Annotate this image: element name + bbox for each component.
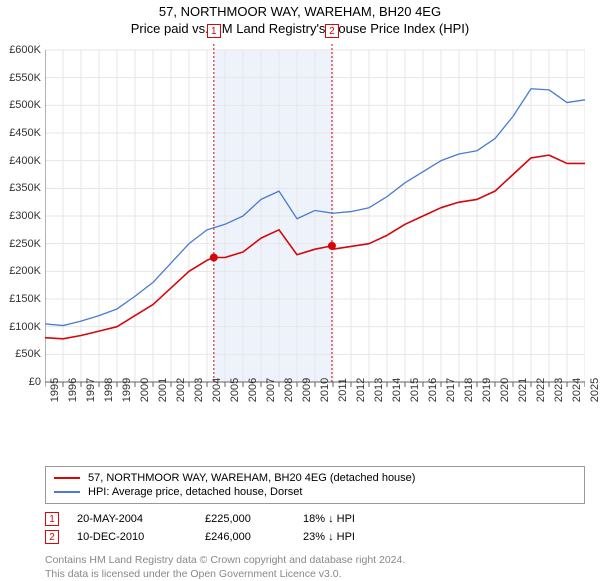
y-tick-label: £50K <box>15 348 41 360</box>
y-tick-label: £100K <box>9 321 41 333</box>
sales-table: 1 20-MAY-2004 £225,000 18% ↓ HPI 2 10-DEC-201… <box>45 510 585 546</box>
chart-title: 57, NORTHMOOR WAY, WAREHAM, BH20 4EG <box>0 0 600 19</box>
x-tick-label: 2021 <box>517 378 529 402</box>
x-tick-label: 2019 <box>481 378 493 402</box>
x-tick-label: 2003 <box>193 378 205 402</box>
sale-price: £246,000 <box>205 531 285 543</box>
sale-row: 2 10-DEC-2010 £246,000 23% ↓ HPI <box>45 528 585 546</box>
legend-label: 57, NORTHMOOR WAY, WAREHAM, BH20 4EG (de… <box>88 472 415 484</box>
chart-subtitle: Price paid vs. HM Land Registry's House … <box>0 19 600 42</box>
x-tick-label: 2002 <box>175 378 187 402</box>
sale-badge: 1 <box>45 512 59 526</box>
x-tick-label: 1995 <box>49 378 61 402</box>
chart-area: £0£50K£100K£150K£200K£250K£300K£350K£400… <box>45 42 585 422</box>
y-tick-label: £400K <box>9 155 41 167</box>
sale-row: 1 20-MAY-2004 £225,000 18% ↓ HPI <box>45 510 585 528</box>
y-tick-label: £200K <box>9 265 41 277</box>
y-tick-label: £450K <box>9 127 41 139</box>
y-tick-label: £350K <box>9 182 41 194</box>
x-tick-label: 2015 <box>409 378 421 402</box>
legend-label: HPI: Average price, detached house, Dors… <box>88 486 302 498</box>
y-tick-label: £600K <box>9 44 41 56</box>
sale-delta: 23% ↓ HPI <box>303 531 355 543</box>
x-tick-label: 2010 <box>319 378 331 402</box>
x-tick-label: 2014 <box>391 378 403 402</box>
sale-delta: 18% ↓ HPI <box>303 513 355 525</box>
x-tick-label: 2013 <box>373 378 385 402</box>
x-tick-label: 1997 <box>85 378 97 402</box>
x-tick-label: 2012 <box>355 378 367 402</box>
x-tick-label: 2017 <box>445 378 457 402</box>
legend-item: 57, NORTHMOOR WAY, WAREHAM, BH20 4EG (de… <box>54 471 576 485</box>
x-tick-label: 2023 <box>553 378 565 402</box>
x-tick-label: 2020 <box>499 378 511 402</box>
x-tick-label: 2025 <box>589 378 600 402</box>
x-tick-label: 2022 <box>535 378 547 402</box>
sale-marker-badge: 1 <box>207 24 221 38</box>
x-tick-label: 2007 <box>265 378 277 402</box>
x-tick-label: 2004 <box>211 378 223 402</box>
y-tick-label: £250K <box>9 238 41 250</box>
sale-date: 20-MAY-2004 <box>77 513 187 525</box>
y-tick-label: £500K <box>9 99 41 111</box>
y-tick-label: £0 <box>29 376 41 388</box>
copyright-line2: This data is licensed under the Open Gov… <box>45 568 585 581</box>
sale-marker-badge: 2 <box>325 24 339 38</box>
legend-swatch <box>54 491 80 493</box>
copyright-line1: Contains HM Land Registry data © Crown c… <box>45 554 585 568</box>
legend-item: HPI: Average price, detached house, Dors… <box>54 485 576 499</box>
x-tick-label: 2005 <box>229 378 241 402</box>
copyright: Contains HM Land Registry data © Crown c… <box>45 554 585 581</box>
x-tick-label: 2006 <box>247 378 259 402</box>
line-chart-svg <box>45 42 585 422</box>
legend-swatch <box>54 477 80 479</box>
x-tick-label: 2024 <box>571 378 583 402</box>
x-tick-label: 1996 <box>67 378 79 402</box>
x-tick-label: 2011 <box>337 378 349 402</box>
y-tick-label: £300K <box>9 210 41 222</box>
sale-badge: 2 <box>45 530 59 544</box>
y-tick-label: £150K <box>9 293 41 305</box>
x-tick-label: 1998 <box>103 378 115 402</box>
x-tick-label: 1999 <box>121 378 133 402</box>
y-tick-label: £550K <box>9 72 41 84</box>
x-tick-label: 2008 <box>283 378 295 402</box>
x-tick-label: 2016 <box>427 378 439 402</box>
x-tick-label: 2001 <box>157 378 169 402</box>
x-tick-label: 2000 <box>139 378 151 402</box>
legend: 57, NORTHMOOR WAY, WAREHAM, BH20 4EG (de… <box>45 466 585 504</box>
sale-date: 10-DEC-2010 <box>77 531 187 543</box>
x-tick-label: 2009 <box>301 378 313 402</box>
sale-price: £225,000 <box>205 513 285 525</box>
x-tick-label: 2018 <box>463 378 475 402</box>
